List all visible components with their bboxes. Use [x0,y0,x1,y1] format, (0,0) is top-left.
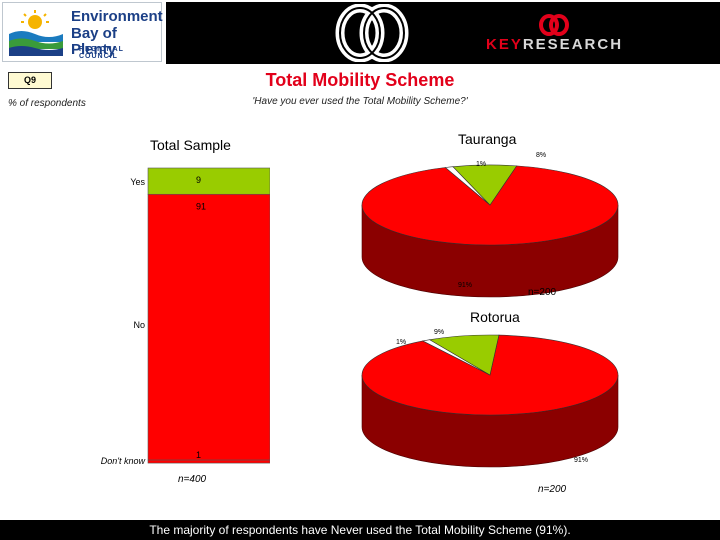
tauranga-n: n=200 [528,287,557,298]
respondents-label: % of respondents [8,98,86,109]
bar-segment-1 [147,193,270,461]
total-sample-bar-chart: 9 91 1 Yes No Don't know [101,167,270,466]
rotorua-title: Rotorua [470,309,520,325]
question-text: 'Have you ever used the Total Mobility S… [252,96,468,107]
brand-research: RESEARCH [522,36,624,53]
logo-line-2: Bay of Plenty [71,25,117,58]
tauranga-yes-label: 8% [536,152,547,159]
keyresearch-logo: KEYRESEARCH [486,36,623,53]
rotorua-dk-label: 1% [396,339,407,346]
pie-slice-yes [428,334,500,376]
keyresearch-mark-icon [539,14,569,36]
pie-slice-yes [452,164,518,206]
bar-value-label-2: 1 [196,450,201,460]
bar-value-label-0: 9 [196,175,201,185]
tauranga-title: Tauranga [458,131,517,147]
bar-value-label-1: 91 [196,201,206,211]
logo-line-3: REGIONAL COUNCIL [79,46,124,60]
sun-waves-logo-icon [7,8,65,56]
tauranga-pie-chart [361,164,619,298]
bar-category-label-2: Don't know [101,456,146,466]
bar-category-label-0: Yes [130,177,145,187]
bar-category-label-1: No [133,320,145,330]
tauranga-dk-label: 1% [476,161,487,168]
rotorua-yes-label: 9% [434,329,445,336]
rotorua-n: n=200 [538,484,567,495]
page-title: Total Mobility Scheme [265,70,455,90]
total-sample-n: n=400 [178,474,207,485]
total-sample-title: Total Sample [150,137,231,153]
brand-key: KEY [486,36,523,53]
tauranga-no-label: 91% [458,282,473,289]
rotorua-no-label: 91% [574,457,589,464]
footer-summary: The majority of respondents have Never u… [0,520,720,540]
header-bar [166,2,720,64]
rotorua-pie-chart [361,334,619,468]
keyresearch-rings-icon [335,4,409,62]
bar-segment-0 [147,167,270,195]
pie-slice-no [361,165,619,246]
bar-segment-2 [147,459,270,464]
question-code-badge: Q9 [8,72,52,89]
environment-bop-logo: Environment Bay of Plenty REGIONAL COUNC… [2,2,163,62]
logo-line-1: Environment [71,8,163,25]
